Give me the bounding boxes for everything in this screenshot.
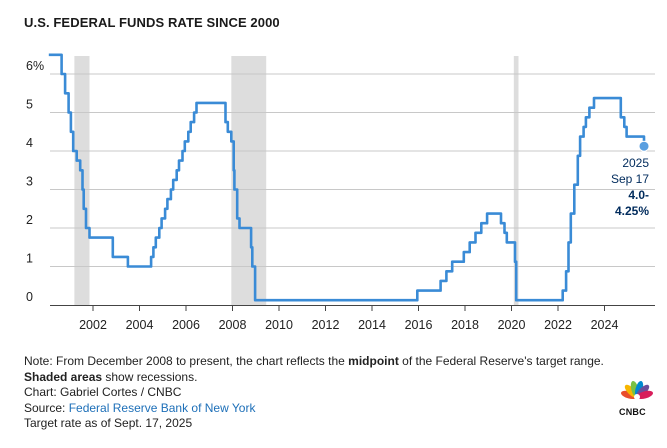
x-tick-label-2016: 2016 (405, 318, 433, 332)
recession-band-3 (513, 56, 519, 305)
y-tick-label-3: 3 (26, 175, 33, 189)
x-tick-label-2002: 2002 (79, 318, 107, 332)
logo-center (634, 394, 640, 400)
annotation-value-line1: 4.0- (628, 188, 649, 202)
chart-notes: Note: From December 2008 to present, the… (24, 354, 624, 432)
y-tick-label-4: 4 (26, 136, 33, 150)
annotation-group: 2025 Sep 17 4.0- 4.25% (611, 140, 650, 218)
source-label: Source: (24, 400, 69, 415)
recession-band-2 (231, 56, 267, 305)
x-tick-label-2004: 2004 (126, 318, 154, 332)
x-tick-label-2020: 2020 (498, 318, 526, 332)
note-mid: of the Federal Reserve's target range. (398, 354, 604, 368)
chart-source: Source: Federal Reserve Bank of New York (24, 401, 624, 417)
annotation-date: Sep 17 (611, 172, 649, 186)
x-tick-label-2010: 2010 (265, 318, 293, 332)
x-tick-label-2008: 2008 (219, 318, 247, 332)
recession-shading-group (74, 56, 519, 305)
x-tick-label-2018: 2018 (451, 318, 479, 332)
cnbc-peacock-logo-icon (621, 381, 653, 400)
gridlines-group (50, 73, 655, 267)
latest-rate-marker (638, 140, 650, 152)
logo-feather-6 (636, 390, 653, 400)
cnbc-logo-text: CNBC (619, 407, 646, 417)
x-tick-label-2012: 2012 (312, 318, 340, 332)
note-text: Note: From December 2008 to present, the… (24, 354, 624, 385)
source-link[interactable]: Federal Reserve Bank of New York (68, 400, 256, 415)
y-tick-label-5: 5 (26, 98, 33, 112)
y-tick-label-1: 1 (26, 252, 33, 266)
x-tick-label-2014: 2014 (358, 318, 386, 332)
axis-group: 6% 5 4 3 2 1 0 2002 2004 2006 2008 2010 2012 2014 2016… (26, 59, 655, 332)
note-midpoint: midpoint (348, 354, 399, 368)
note-suffix: show recessions. (102, 369, 198, 384)
y-tick-label-6: 6% (26, 59, 44, 73)
series-line-1 (48, 53, 646, 302)
target-rate-date: Target rate as of Sept. 17, 2025 (24, 416, 193, 431)
x-tick-label-2006: 2006 (172, 318, 200, 332)
note-shaded-areas: Shaded areas (24, 369, 103, 384)
x-tick-label-2024: 2024 (591, 318, 619, 332)
y-tick-label-0: 0 (26, 290, 33, 304)
series-group (48, 53, 646, 302)
y-tick-label-2: 2 (26, 213, 33, 227)
x-tick-label-2022: 2022 (544, 318, 572, 332)
note-prefix: Note: From December 2008 to present, the… (24, 354, 349, 368)
rate-chart: 6% 5 4 3 2 1 0 2002 2004 2006 2008 2010 2012 2014 2016… (26, 53, 655, 332)
chart-credit: Chart: Gabriel Cortes / CNBC (24, 385, 182, 400)
chart-title: U.S. FEDERAL FUNDS RATE SINCE 2000 (24, 15, 280, 30)
annotation-year: 2025 (622, 156, 649, 170)
annotation-value-line2: 4.25% (615, 204, 649, 218)
